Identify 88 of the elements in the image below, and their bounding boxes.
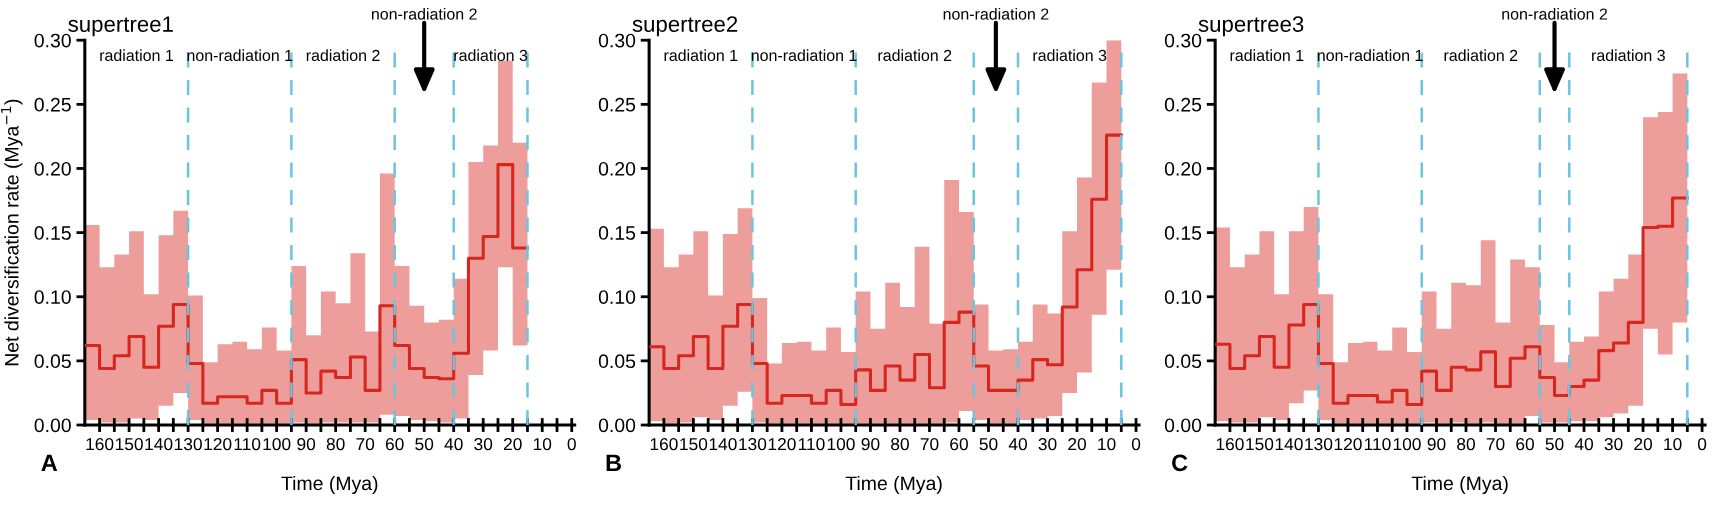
x-tick-label: 110 [1364,437,1391,451]
y-tick-label: 0.10 [1164,290,1202,304]
x-tick-label: 60 [1516,437,1534,451]
annotation: radiation 3 [1033,49,1107,62]
x-tick-label: 70 [1486,437,1505,451]
x-tick-label: 110 [798,437,825,451]
x-tick-label: 130 [739,437,767,451]
x-tick-label: 140 [145,437,173,451]
x-tick-label: 130 [1305,437,1333,451]
x-tick-label: 150 [1246,437,1274,451]
x-tick-label: 10 [1098,437,1116,451]
y-tick-label: 0.20 [34,161,71,176]
y-tick-label: 0.00 [34,418,71,433]
y-tick-label: 0.05 [1164,354,1202,369]
x-tick-label: 120 [1334,437,1362,451]
annotation: radiation 1 [664,49,738,62]
x-tick-label: 80 [1457,437,1475,451]
y-tick-label: 0.00 [1164,418,1202,433]
x-tick-label: 60 [950,437,968,451]
y-tick-label: 0.15 [34,226,71,240]
x-tick-label: 30 [1604,437,1623,451]
text: A [41,454,58,471]
annotation: radiation 3 [454,49,528,62]
y-tick-label: 0.15 [1164,226,1202,240]
x-tick-label: 120 [768,437,796,451]
x-axis-title: Time (Mya) [1411,475,1508,495]
x-tick-label: 20 [1068,437,1086,451]
y-tick-label: 0.00 [598,418,636,433]
x-tick-label: 70 [356,437,375,451]
text: B [606,454,622,471]
text: non-radiation 2 [1502,8,1608,20]
x-axis-title: Time (Mya) [281,475,378,495]
annotation: radiation 2 [878,49,952,62]
x-tick-label: 30 [474,437,493,451]
annotation: radiation 1 [1230,49,1304,62]
y-tick-label: 0.10 [34,290,71,304]
annotation: radiation 1 [100,49,173,62]
y-tick-label: 0.15 [598,226,636,240]
x-tick-label: 140 [709,437,737,451]
y-axis-title: Net diversification rate (Mya$^{−1}$) [1,99,23,366]
x-tick-label: 60 [385,437,404,451]
x-tick-label: 0 [1131,437,1141,451]
x-tick-label: 100 [827,437,855,451]
x-tick-label: 160 [650,437,678,451]
x-tick-label: 100 [263,437,291,451]
x-tick-label: 160 [86,437,114,451]
text: non-radiation 2 [943,8,1049,20]
y-tick-label: 0.25 [598,97,636,112]
x-tick-label: 130 [174,437,202,451]
x-tick-label: 50 [1545,437,1564,451]
y-tick-label: 0.20 [1164,161,1202,176]
x-tick-label: 30 [1038,437,1057,451]
x-tick-label: 40 [1008,437,1027,451]
x-tick-label: 50 [979,437,998,451]
text: non-radiation 2 [371,8,477,20]
y-tick-label: 0.20 [598,161,636,176]
x-tick-label: 140 [1275,437,1303,451]
x-tick-label: 0 [567,437,576,451]
x-tick-label: 90 [1427,437,1446,451]
annotation: radiation 2 [306,49,380,62]
x-axis-title: Time (Mya) [845,475,942,495]
x-tick-label: 160 [1216,437,1244,451]
annotation: radiation 2 [1444,49,1518,62]
x-tick-label: 120 [204,437,232,451]
x-tick-label: 0 [1697,437,1707,451]
x-tick-label: 40 [444,437,463,451]
y-tick-label: 0.25 [34,97,71,112]
x-tick-label: 150 [680,437,708,451]
x-tick-label: 80 [891,437,909,451]
x-tick-label: 70 [920,437,939,451]
x-tick-label: 20 [1634,437,1653,451]
x-tick-label: 10 [533,437,552,451]
x-tick-label: 90 [861,437,880,451]
x-tick-label: 100 [1393,437,1421,451]
x-tick-label: 40 [1574,437,1594,451]
annotation: radiation 3 [1592,49,1665,62]
y-tick-label: 0.05 [34,354,71,369]
x-tick-label: 110 [234,437,261,451]
x-tick-label: 20 [503,437,522,451]
y-tick-label: 0.05 [598,354,636,369]
x-tick-label: 80 [326,437,345,451]
x-tick-label: 10 [1664,437,1682,451]
x-tick-label: 50 [415,437,434,451]
x-tick-label: 90 [297,437,316,451]
y-tick-label: 0.25 [1164,97,1202,112]
x-tick-label: 150 [115,437,143,451]
text: C [1172,454,1188,472]
y-tick-label: 0.10 [598,290,636,304]
